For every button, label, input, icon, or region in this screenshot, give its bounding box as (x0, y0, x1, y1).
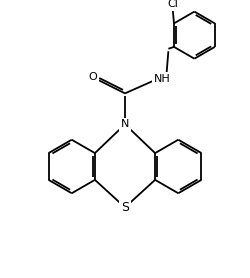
Text: S: S (121, 201, 129, 214)
Text: Cl: Cl (167, 0, 178, 9)
Text: O: O (88, 72, 97, 82)
Text: N: N (121, 119, 129, 129)
Text: NH: NH (154, 73, 170, 83)
